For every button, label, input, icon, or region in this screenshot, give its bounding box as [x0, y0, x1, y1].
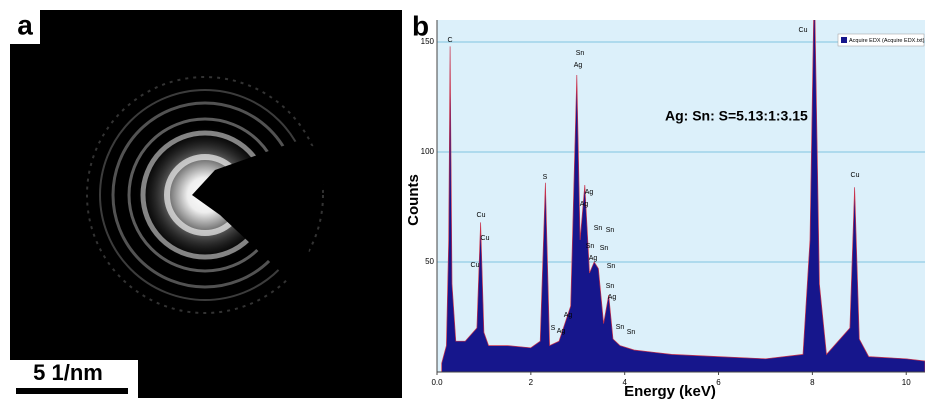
beam-stop	[192, 140, 330, 290]
peak-label: Sn	[616, 324, 625, 331]
peak-label: Sn	[606, 283, 615, 290]
legend-label: Acquire EDX (Acquire EDX.txt)	[849, 38, 925, 44]
peak-label: Ag	[564, 312, 573, 319]
label-box	[10, 10, 40, 44]
peak-label: Ag	[580, 201, 589, 208]
y-axis-label: Counts	[405, 174, 422, 226]
peak-label: Ag	[608, 294, 617, 301]
peak-label: Sn	[576, 50, 585, 57]
peak-label: Sn	[600, 245, 609, 252]
panel-label: b	[412, 10, 429, 41]
x-tick-label: 8	[810, 378, 815, 387]
peak-label: Cu	[851, 172, 860, 179]
peak-label: Ag	[589, 255, 598, 262]
peak-label: Cu	[799, 27, 808, 34]
peak-label: Cu	[477, 212, 486, 219]
spectrum-group	[441, 20, 925, 372]
peak-label: Sn	[606, 227, 615, 234]
annotation: Ag: Sn: S=5.13:1:3.15	[665, 108, 808, 124]
panel-a: a 5 1/nm	[10, 9, 402, 398]
x-tick-label: 2	[529, 378, 534, 387]
peak-label: Sn	[627, 329, 636, 336]
y-tick-label: 100	[421, 147, 435, 156]
legend-box	[837, 33, 925, 47]
panel-label: a	[17, 9, 33, 40]
legend-swatch	[841, 37, 847, 43]
peak-label: Cu	[471, 262, 480, 269]
peak-label: C	[447, 37, 452, 44]
scale-bar	[16, 388, 128, 394]
peak-label: S	[543, 174, 548, 181]
y-tick-label: 150	[421, 37, 435, 46]
peak-label: S	[551, 325, 556, 332]
peak-label: Cu	[481, 235, 490, 242]
peak-label: Sn	[586, 243, 595, 250]
plot-background	[437, 20, 925, 372]
ring	[86, 76, 324, 314]
y-tick-label: 50	[425, 257, 434, 266]
peak-label: Ag	[585, 189, 594, 196]
spectrum-area	[441, 20, 925, 372]
x-axis-label: Energy (keV)	[624, 383, 716, 400]
x-tick-label: 0.0	[431, 378, 443, 387]
x-tick-label: 10	[902, 378, 911, 387]
scale-bar-label: 5 1/nm	[33, 360, 103, 385]
peak-label: Ag	[557, 328, 566, 335]
x-tick-label: 6	[716, 378, 721, 387]
x-tick-label: 4	[622, 378, 627, 387]
peak-label: Ag	[574, 62, 583, 69]
peak-label: Sn	[607, 263, 616, 270]
peak-label: Sn	[594, 225, 603, 232]
